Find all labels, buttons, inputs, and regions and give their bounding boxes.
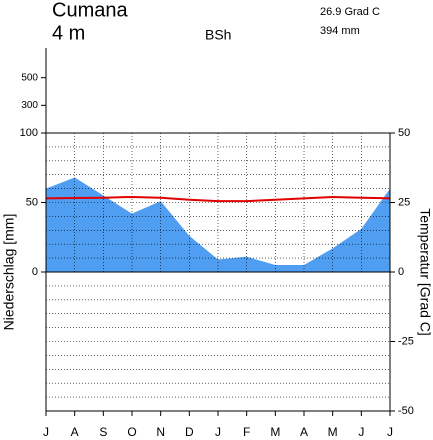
- upper-y-tick-label: 300: [21, 100, 38, 111]
- y2-tick-label: 25: [398, 196, 410, 208]
- y2-tick-label: 0: [398, 266, 404, 278]
- x-tick-label: A: [71, 425, 79, 439]
- temperature-line: [45, 195, 391, 203]
- x-tick-label: J: [43, 425, 49, 439]
- x-tick-label: J: [387, 425, 393, 439]
- precipitation-area: [46, 177, 390, 272]
- x-tick-label: N: [156, 425, 165, 439]
- x-tick-label: O: [127, 425, 136, 439]
- y-tick-label: 50: [26, 196, 38, 208]
- y2-tick-label: -25: [398, 335, 414, 347]
- x-tick-label: A: [300, 425, 308, 439]
- y-axis-label: Niederschlag [mm]: [1, 214, 17, 331]
- x-tick-label: S: [99, 425, 107, 439]
- chart-title: Cumana: [52, 0, 128, 21]
- y2-axis-label: Temperatur [Grad C]: [417, 208, 433, 336]
- x-tick-label: M: [328, 425, 338, 439]
- x-tick-label: F: [243, 425, 250, 439]
- climate-class: BSh: [205, 27, 231, 43]
- y-tick-label: 100: [20, 127, 38, 139]
- elevation: 4 m: [52, 22, 85, 44]
- y2-tick-label: 50: [398, 127, 410, 139]
- x-tick-label: J: [358, 425, 364, 439]
- x-tick-label: J: [215, 425, 221, 439]
- y-tick-label: 0: [32, 266, 38, 278]
- x-tick-label: M: [270, 425, 280, 439]
- upper-y-tick-label: 500: [21, 72, 38, 83]
- mean-temperature: 26.9 Grad C: [320, 6, 380, 18]
- x-tick-label: D: [185, 425, 194, 439]
- annual-precipitation: 394 mm: [320, 25, 360, 37]
- y2-tick-label: -50: [398, 405, 414, 417]
